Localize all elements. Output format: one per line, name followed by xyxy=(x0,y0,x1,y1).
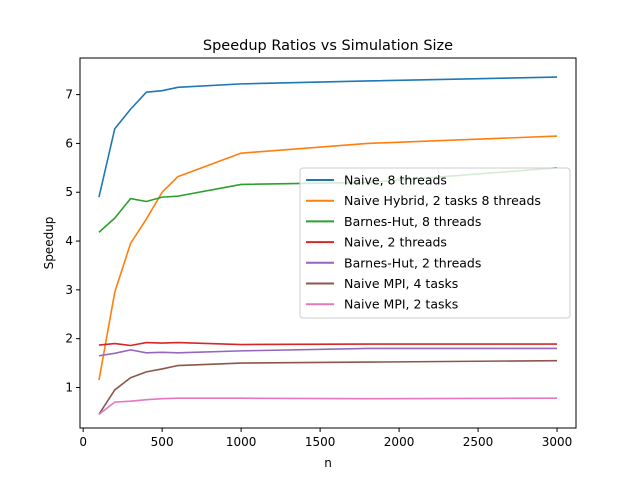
series-line-0 xyxy=(98,76,558,198)
legend-label: Naive, 8 threads xyxy=(344,173,447,188)
series-line-6 xyxy=(98,397,558,415)
plot-area xyxy=(98,76,558,415)
series-line-1 xyxy=(98,135,558,381)
x-tick-label: 3000 xyxy=(542,435,573,449)
legend-label: Naive Hybrid, 2 tasks 8 threads xyxy=(344,193,541,208)
y-tick-label: 5 xyxy=(65,185,73,199)
y-tick-label: 2 xyxy=(65,332,73,346)
legend-label: Naive MPI, 2 tasks xyxy=(344,297,458,312)
y-tick-label: 6 xyxy=(65,136,73,150)
x-tick-label: 2500 xyxy=(463,435,494,449)
series-line-5 xyxy=(98,359,558,415)
legend-label: Barnes-Hut, 8 threads xyxy=(344,214,481,229)
y-tick-label: 4 xyxy=(65,234,73,248)
chart-title: Speedup Ratios vs Simulation Size xyxy=(203,38,453,54)
series-line-3 xyxy=(98,341,558,347)
legend-label: Barnes-Hut, 2 threads xyxy=(344,255,481,270)
x-tick-label: 1000 xyxy=(226,435,257,449)
x-tick-label: 2000 xyxy=(384,435,415,449)
y-tick-label: 1 xyxy=(65,380,73,394)
axes-frame xyxy=(79,57,577,429)
x-axis-label: n xyxy=(324,456,332,470)
legend-label: Naive, 2 threads xyxy=(344,235,447,250)
axis-ticks: 0 500 1000 1500 2000 2500 3000 1 2 3 4 5 6 7 xyxy=(65,88,572,449)
legend: Naive, 8 threads Naive Hybrid, 2 tasks 8 … xyxy=(299,167,571,319)
legend-label: Naive MPI, 4 tasks xyxy=(344,276,458,291)
series-line-4 xyxy=(98,347,558,357)
y-tick-label: 3 xyxy=(65,283,73,297)
x-tick-label: 1500 xyxy=(305,435,336,449)
y-tick-label: 7 xyxy=(65,88,73,102)
legend-box xyxy=(299,167,571,319)
y-axis-label: Speedup xyxy=(42,217,56,270)
x-tick-label: 0 xyxy=(79,435,87,449)
x-tick-label: 500 xyxy=(151,435,174,449)
